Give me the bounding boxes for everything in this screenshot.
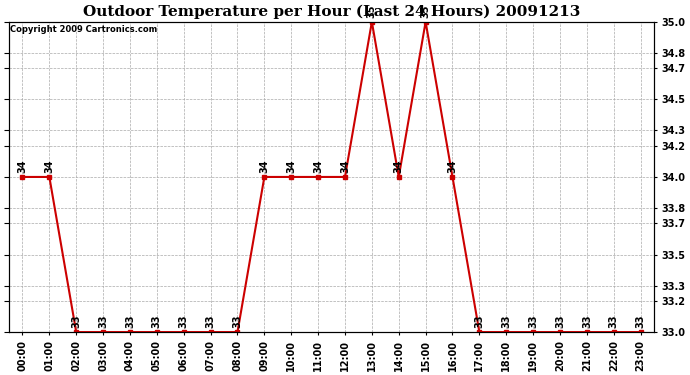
- Text: 34: 34: [394, 159, 404, 173]
- Text: 35: 35: [367, 4, 377, 18]
- Text: 33: 33: [609, 314, 619, 328]
- Text: 33: 33: [98, 314, 108, 328]
- Text: 33: 33: [206, 314, 215, 328]
- Text: 35: 35: [421, 4, 431, 18]
- Text: 33: 33: [555, 314, 565, 328]
- Text: 33: 33: [125, 314, 135, 328]
- Text: 33: 33: [635, 314, 646, 328]
- Text: 33: 33: [71, 314, 81, 328]
- Text: 33: 33: [152, 314, 162, 328]
- Text: 34: 34: [17, 159, 28, 173]
- Text: 33: 33: [528, 314, 538, 328]
- Text: 33: 33: [233, 314, 242, 328]
- Text: 34: 34: [313, 159, 323, 173]
- Text: 33: 33: [582, 314, 592, 328]
- Text: 34: 34: [340, 159, 350, 173]
- Text: Copyright 2009 Cartronics.com: Copyright 2009 Cartronics.com: [10, 25, 157, 34]
- Text: 34: 34: [448, 159, 457, 173]
- Text: 33: 33: [179, 314, 189, 328]
- Text: 34: 34: [286, 159, 296, 173]
- Text: 33: 33: [501, 314, 511, 328]
- Text: 34: 34: [259, 159, 269, 173]
- Title: Outdoor Temperature per Hour (Last 24 Hours) 20091213: Outdoor Temperature per Hour (Last 24 Ho…: [83, 5, 580, 19]
- Text: 33: 33: [474, 314, 484, 328]
- Text: 34: 34: [44, 159, 55, 173]
